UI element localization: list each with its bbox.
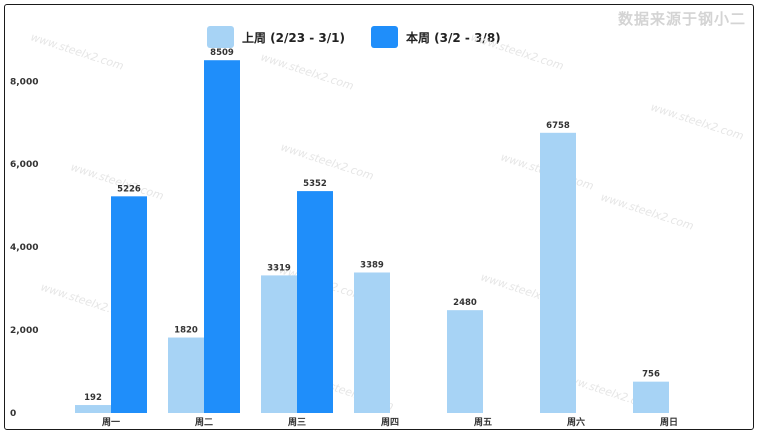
bar-last-week[interactable] <box>540 132 576 413</box>
watermark-text: www.steelx2.com <box>259 50 355 92</box>
source-label: 数据来源于钢小二 <box>617 10 746 28</box>
bar-this-week[interactable] <box>204 60 240 414</box>
legend-item-this-week[interactable]: 本周 (3/2 - 3/8) <box>371 26 501 48</box>
watermark-text: www.steelx2.com <box>599 190 695 232</box>
data-labels: 192 5226 1820 8509 3319 5352 3389 2480 6758 756 <box>84 48 660 403</box>
y-tick-label: 8,000 <box>10 77 38 87</box>
bar-value-label: 756 <box>642 370 660 380</box>
y-tick-label: 2,000 <box>10 326 38 336</box>
bar-last-week[interactable] <box>354 272 390 413</box>
legend: 上周 (2/23 - 3/1) 本周 (3/2 - 3/8) <box>207 26 527 48</box>
bar-value-label: 6758 <box>546 121 570 131</box>
bar-last-week[interactable] <box>261 275 297 413</box>
bar-value-label: 1820 <box>174 326 198 336</box>
bar-value-label: 5226 <box>117 184 141 194</box>
x-category-label: 周三 <box>288 417 306 428</box>
x-category-label: 周六 <box>567 416 585 428</box>
watermark-text: www.steelx2.com <box>649 100 745 142</box>
x-axis: 周一 周二 周三 周四 周五 周六 周日 <box>102 416 678 428</box>
legend-label-last-week: 上周 (2/23 - 3/1) <box>242 30 345 45</box>
bar-last-week[interactable] <box>168 337 204 413</box>
bars <box>75 60 669 414</box>
legend-swatch-this-week <box>371 26 398 48</box>
y-tick-label: 4,000 <box>10 243 38 253</box>
bar-value-label: 5352 <box>303 179 327 189</box>
bar-value-label: 2480 <box>453 298 477 308</box>
watermark-text: www.steelx2.com <box>469 30 565 72</box>
bar-value-label: 3389 <box>360 260 384 270</box>
legend-label-this-week: 本周 (3/2 - 3/8) <box>406 30 501 45</box>
watermark-text: www.steelx2.com <box>29 30 125 72</box>
y-tick-label: 6,000 <box>10 160 38 170</box>
legend-swatch-last-week <box>207 26 234 48</box>
x-category-label: 周二 <box>195 417 213 428</box>
bar-last-week[interactable] <box>633 381 669 413</box>
watermark-text: www.steelx2.com <box>279 140 375 182</box>
bar-value-label: 192 <box>84 393 102 403</box>
x-category-label: 周四 <box>381 417 399 428</box>
legend-item-last-week[interactable]: 上周 (2/23 - 3/1) <box>207 26 345 48</box>
bar-value-label: 8509 <box>210 48 234 58</box>
bar-value-label: 3319 <box>267 263 291 273</box>
bar-last-week[interactable] <box>447 310 483 413</box>
x-category-label: 周五 <box>474 417 492 428</box>
x-category-label: 周一 <box>102 417 120 428</box>
bar-this-week[interactable] <box>111 196 147 413</box>
y-tick-label: 0 <box>10 409 16 419</box>
bar-this-week[interactable] <box>297 191 333 413</box>
y-axis: 0 2,000 4,000 6,000 8,000 <box>10 77 38 419</box>
bar-last-week[interactable] <box>75 405 111 413</box>
x-category-label: 周日 <box>660 417 678 428</box>
